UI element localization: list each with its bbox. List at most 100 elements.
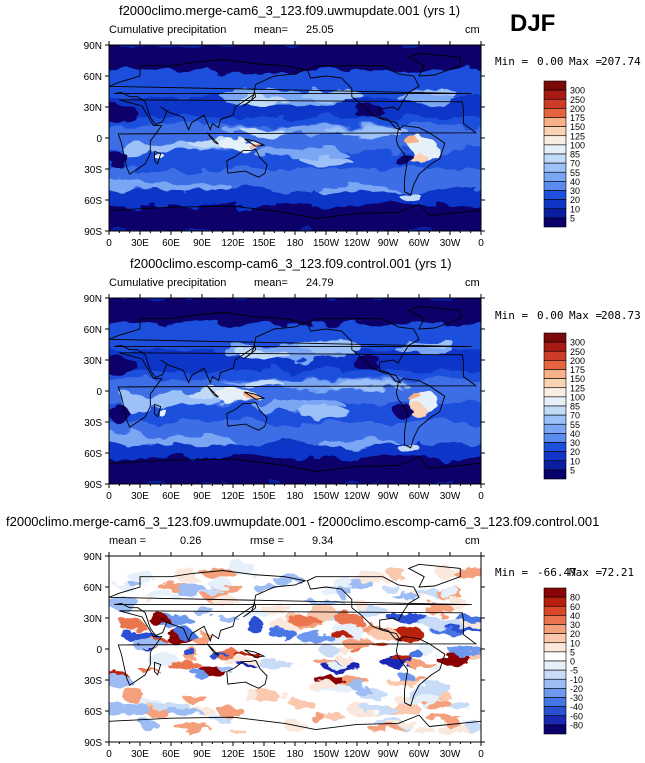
colorbar-label: 250	[570, 347, 585, 357]
diff-contour	[232, 652, 261, 657]
y-tick-label: 30S	[84, 165, 102, 176]
colorbar-box	[543, 697, 567, 707]
colorbar-label: -10	[570, 675, 583, 685]
x-tick-label: 120W	[344, 749, 371, 760]
x-tick-label: 0	[106, 491, 112, 502]
diff-contour	[140, 668, 160, 673]
diff-contour	[310, 712, 324, 723]
colorbar-box	[543, 387, 567, 398]
colorbar-box	[543, 144, 567, 155]
panel3-max-label: Max =	[569, 566, 603, 579]
colorbar-box	[543, 126, 567, 137]
y-tick-label: 90N	[84, 552, 102, 563]
colorbar-box	[543, 341, 567, 352]
diff-contour	[447, 702, 471, 709]
colorbar-label: 10	[570, 638, 580, 648]
diff-contour	[287, 614, 321, 626]
colorbar-box	[543, 181, 567, 191]
precip-contour	[424, 87, 456, 96]
diff-contour	[319, 646, 341, 657]
colorbar-label: 40	[570, 429, 580, 439]
diff-contour	[120, 702, 150, 716]
precip-band	[109, 189, 481, 206]
colorbar-label: 100	[570, 392, 585, 402]
colorbar-box	[543, 678, 567, 689]
y-tick-label: 90N	[84, 41, 102, 52]
diff-contour	[174, 723, 210, 732]
colorbar-label: 5	[570, 647, 575, 657]
diff-contour	[183, 648, 197, 656]
diff-contour	[246, 619, 265, 634]
diff-contour	[121, 687, 144, 702]
diff-contour	[449, 646, 481, 657]
panel3-min-label: Min =	[495, 566, 529, 579]
colorbar-box	[543, 414, 567, 425]
diff-contour	[408, 661, 437, 669]
precip-contour	[150, 183, 233, 192]
diff-contour	[217, 666, 233, 671]
diff-contour	[306, 680, 336, 691]
x-tick-label: 0	[478, 491, 484, 502]
diff-contour	[149, 614, 170, 627]
colorbar-box	[543, 423, 567, 434]
diff-contour	[278, 694, 292, 700]
colorbar-label: 80	[570, 593, 580, 603]
x-tick-label: 90E	[193, 491, 211, 502]
x-tick-label: 90W	[378, 491, 399, 502]
coastline	[109, 456, 481, 484]
diff-contour	[192, 632, 213, 645]
diff-contour	[168, 660, 203, 673]
diff-contour	[335, 655, 354, 664]
precip-contour	[300, 408, 352, 419]
colorbar-label: 200	[570, 104, 585, 114]
diff-contour	[418, 642, 435, 658]
x-tick-label: 150E	[252, 238, 276, 249]
diff-contour	[269, 627, 297, 641]
coastline	[395, 636, 446, 707]
diff-contour	[445, 625, 481, 631]
colorbar-label: 20	[570, 629, 580, 639]
coastline	[154, 150, 162, 165]
colorbar-label: 55	[570, 420, 580, 430]
panel3-min-value: -66.47	[537, 566, 577, 579]
colorbar-box	[543, 469, 567, 480]
x-tick-label: 60W	[409, 749, 430, 760]
coastline	[243, 344, 257, 360]
x-tick-label: 150E	[252, 749, 276, 760]
colorbar-label: 85	[570, 150, 580, 160]
diff-contour	[367, 724, 403, 732]
colorbar-box	[543, 715, 567, 726]
y-tick-label: 60S	[84, 196, 102, 207]
colorbar-box	[543, 360, 567, 370]
colorbar-box	[543, 98, 567, 109]
y-tick-label: 60N	[84, 583, 102, 594]
diff-contour	[447, 598, 466, 604]
diff-contour	[346, 678, 365, 689]
precip-contour	[398, 442, 419, 454]
x-tick-label: 180	[287, 238, 304, 249]
diff-contour	[250, 689, 279, 703]
diff-contour	[437, 585, 460, 599]
colorbar-box	[543, 587, 567, 598]
x-tick-label: 30E	[131, 491, 149, 502]
diff-contour	[251, 582, 278, 592]
diff-contour	[192, 605, 214, 616]
x-tick-label: 0	[106, 238, 112, 249]
colorbar-box	[543, 208, 567, 219]
panel2-units: cm	[465, 277, 480, 289]
panel3-max-value: 72.21	[601, 566, 635, 579]
colorbar-label: 40	[570, 177, 580, 187]
x-tick-label: 90W	[378, 238, 399, 249]
colorbar-label: -80	[570, 720, 583, 730]
precip-contour	[326, 128, 409, 135]
diff-contour	[207, 578, 232, 590]
diff-contour	[289, 699, 316, 710]
colorbar-box	[543, 433, 567, 443]
x-tick-label: 90E	[193, 749, 211, 760]
coastline	[109, 203, 481, 231]
x-tick-label: 60E	[162, 238, 180, 249]
coastline	[306, 576, 420, 642]
diff-contour	[328, 662, 346, 669]
x-tick-label: 120E	[221, 749, 245, 760]
diff-contour	[410, 724, 434, 733]
